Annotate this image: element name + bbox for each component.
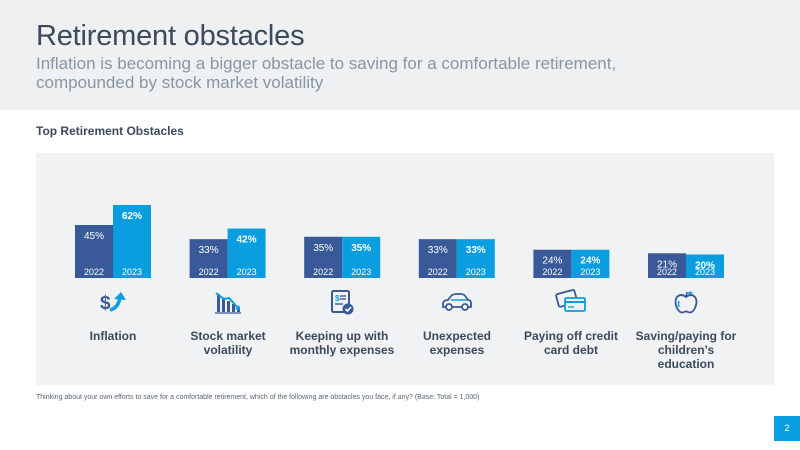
year-label-2023-keeping-up-with-monthly-expenses: 2023 [351,267,371,277]
year-label-2022-inflation: 2022 [84,267,104,277]
value-label-2023-paying-off-credit-card-debt: 24% [580,256,600,267]
page-number: 2 [774,416,800,441]
value-label-2022-paying-off-credit-card-debt: 24% [542,256,562,267]
year-label-2022-paying-off-credit-card-debt: 2022 [542,267,562,277]
bar-2023-keeping-up-with-monthly-expenses [342,236,381,278]
value-label-2023-unexpected-expenses: 33% [466,245,486,256]
bar-2022-unexpected-expenses [418,239,457,278]
value-label-2023-keeping-up-with-monthly-expenses: 35% [351,243,371,254]
bar-2022-keeping-up-with-monthly-expenses [304,236,343,278]
page-title: Retirement obstacles [36,20,305,52]
bar-2022-stock-market-volatility [189,239,228,278]
category-label-stock-market-volatility: Stock market volatility [190,329,266,357]
year-label-2022-unexpected-expenses: 2022 [428,267,448,277]
year-label-2023-inflation: 2023 [122,267,142,277]
category-label-childrens-education: Saving/paying for children’s education [635,329,737,371]
header-band: Retirement obstacles Inflation is becomi… [0,0,800,110]
bar-2022-saving-paying-for-children-s-education [648,253,686,278]
year-label-2023-paying-off-credit-card-debt: 2023 [580,267,600,277]
value-label-2023-inflation: 62% [122,211,142,222]
bill-checkmark-icon: $ [331,290,354,315]
credit-cards-icon [555,289,586,312]
bar-2023-unexpected-expenses [456,239,495,278]
dollar-up-arrow-icon: $ [100,292,126,314]
year-label-2023-saving-paying-for-children-s-education: 2023 [695,267,715,277]
category-label-credit-card-debt: Paying off credit card debt [523,329,618,357]
footnote: Thinking about your own efforts to save … [36,394,480,401]
chart-panel: 45% 2022 62% 2023 33% 2022 42% 2023 35% 2022 35% 20… [36,153,774,385]
value-label-2023-stock-market-volatility: 42% [237,235,257,246]
value-label-2022-saving-paying-for-children-s-education: 21% [657,259,677,270]
bar-2023-stock-market-volatility [227,228,266,278]
value-label-2023-saving-paying-for-children-s-education: 20% [695,260,715,271]
page-subtitle: Inflation is becoming a bigger obstacle … [36,54,617,92]
year-label-2023-stock-market-volatility: 2023 [237,267,257,277]
bar-2022-paying-off-credit-card-debt [533,249,572,278]
car-icon [442,293,472,311]
year-label-2023-unexpected-expenses: 2023 [466,267,486,277]
declining-bar-chart-icon [215,292,241,314]
bar-2023-saving-paying-for-children-s-education [686,254,724,278]
svg-text:$: $ [100,293,111,314]
category-label-unexpected-expenses: Unexpected expenses [422,329,492,357]
year-label-2022-saving-paying-for-children-s-education: 2022 [657,267,677,277]
year-label-2022-keeping-up-with-monthly-expenses: 2022 [313,267,333,277]
year-label-2022-stock-market-volatility: 2022 [199,267,219,277]
bar-chart: 45% 2022 62% 2023 33% 2022 42% 2023 35% 2022 35% 20… [75,205,724,278]
bar-2022-inflation [75,225,113,278]
value-label-2022-inflation: 45% [84,231,104,242]
category-label-monthly-expenses: Keeping up with monthly expenses [289,329,395,357]
value-label-2022-keeping-up-with-monthly-expenses: 35% [313,243,333,254]
svg-text:$: $ [335,294,340,303]
chart-title: Top Retirement Obstacles [36,124,184,138]
value-label-2022-unexpected-expenses: 33% [428,245,448,256]
bar-2023-inflation [113,205,151,278]
apple-icon [674,291,698,314]
value-label-2022-stock-market-volatility: 33% [199,245,219,256]
bar-2023-paying-off-credit-card-debt [571,249,610,278]
category-label-inflation: Inflation [89,329,137,343]
